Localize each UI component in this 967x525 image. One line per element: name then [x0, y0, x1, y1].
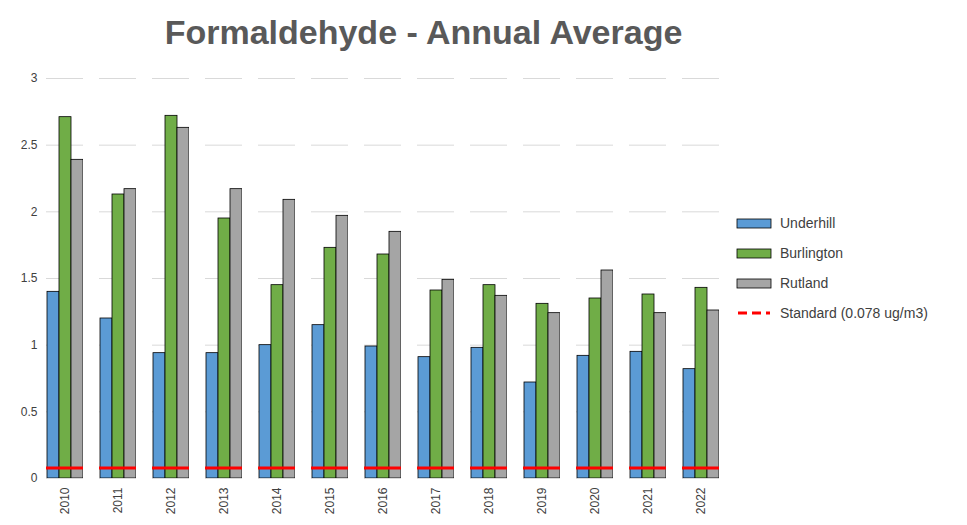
- svg-text:2018: 2018: [482, 487, 496, 514]
- svg-text:2: 2: [31, 205, 38, 219]
- html-text:Rutland: Rutland: [780, 275, 829, 291]
- svg-text:1.5: 1.5: [21, 271, 38, 285]
- svg-text:2022: 2022: [694, 487, 708, 514]
- svg-text:2011: 2011: [111, 487, 125, 513]
- svg-text:2013: 2013: [217, 487, 231, 514]
- svg-text:0.5: 0.5: [21, 405, 38, 419]
- html-text:Burlington: Burlington: [780, 245, 843, 261]
- svg-text:2010: 2010: [58, 487, 72, 514]
- html-text:Standard (0.078 ug/m3): Standard (0.078 ug/m3): [780, 305, 928, 321]
- svg-text:2019: 2019: [535, 487, 549, 514]
- svg-text:2.5: 2.5: [21, 138, 38, 152]
- html-text:Underhill: Underhill: [780, 215, 836, 231]
- svg-text:1: 1: [31, 338, 38, 352]
- svg-text:0: 0: [31, 471, 38, 485]
- html-text:Formaldehyde - Annual Average: Formaldehyde - Annual Average: [164, 13, 683, 51]
- svg-text:2015: 2015: [323, 487, 337, 514]
- svg-text:2014: 2014: [270, 487, 284, 514]
- svg-text:2017: 2017: [429, 487, 443, 514]
- svg-text:2016: 2016: [376, 487, 390, 514]
- svg-text:2021: 2021: [641, 487, 655, 514]
- svg-text:2012: 2012: [164, 487, 178, 514]
- svg-text:2020: 2020: [588, 487, 602, 514]
- svg-text:3: 3: [31, 71, 38, 85]
